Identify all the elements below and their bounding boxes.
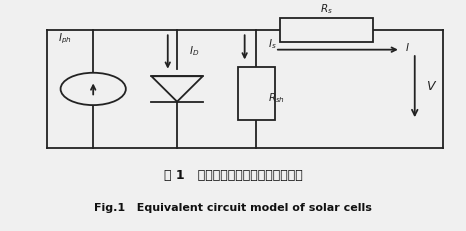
- Text: $I$: $I$: [405, 41, 410, 53]
- Circle shape: [61, 73, 126, 105]
- Text: $R_s$: $R_s$: [320, 2, 333, 16]
- Text: $R_{sh}$: $R_{sh}$: [268, 91, 285, 105]
- Bar: [280, 18, 373, 42]
- Text: $I_{ph}$: $I_{ph}$: [58, 32, 72, 46]
- Text: 图 1   太阳能光伏电池的等效电路模型: 图 1 太阳能光伏电池的等效电路模型: [164, 169, 302, 182]
- Text: $I_s$: $I_s$: [268, 37, 277, 51]
- Text: $I_D$: $I_D$: [189, 44, 199, 58]
- Text: Fig.1   Equivalent circuit model of solar cells: Fig.1 Equivalent circuit model of solar …: [94, 203, 372, 213]
- Bar: [238, 67, 275, 120]
- Text: $V$: $V$: [426, 80, 438, 93]
